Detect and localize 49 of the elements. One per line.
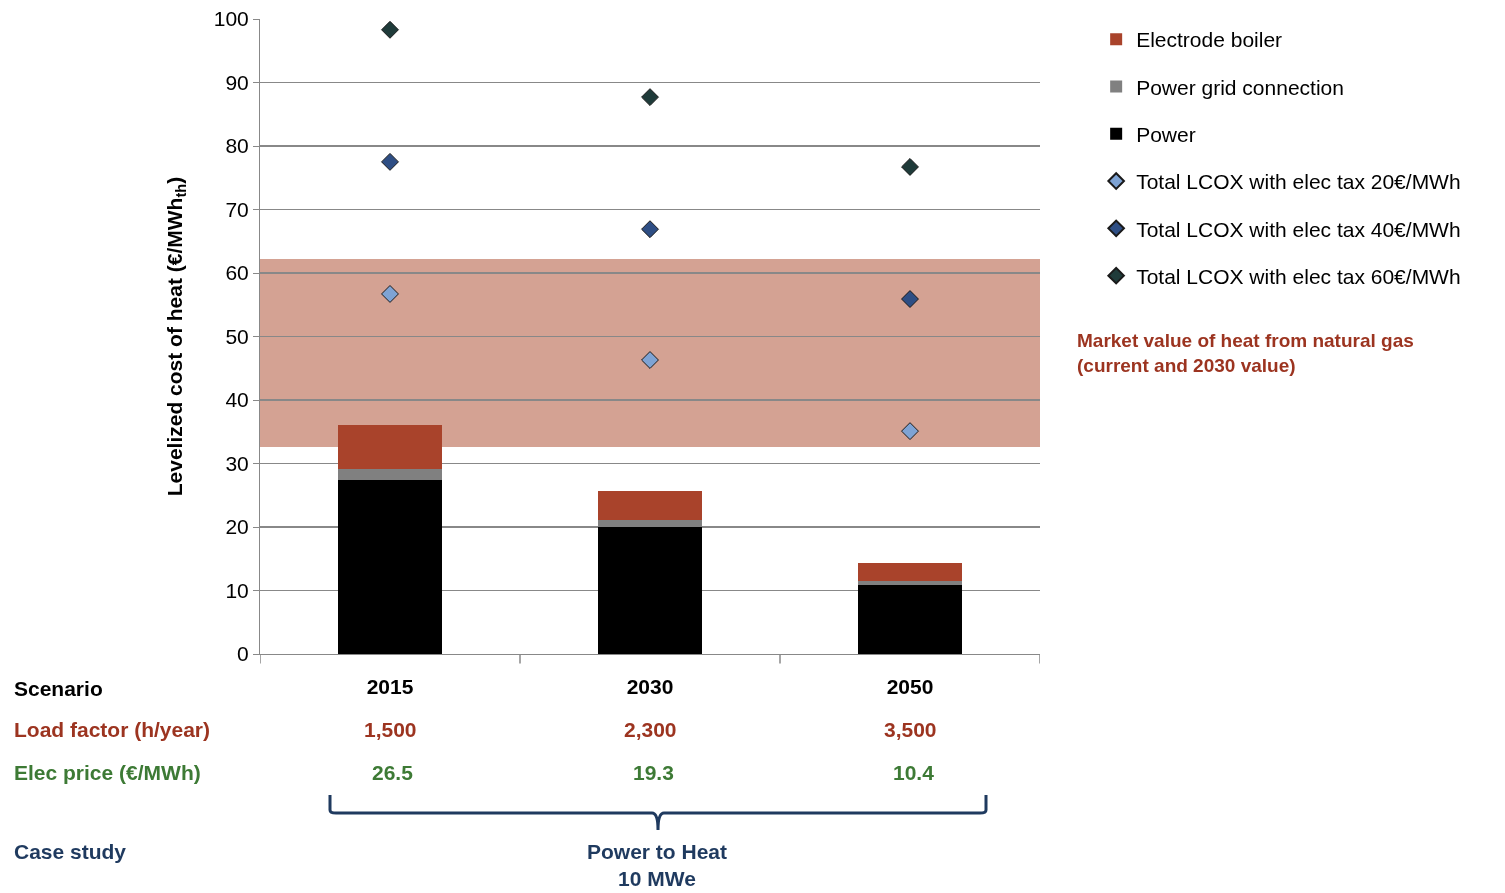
y-tick-label: 90 bbox=[225, 70, 249, 94]
text: Scenario bbox=[14, 677, 103, 700]
point bbox=[641, 351, 659, 369]
y-tick-label: 10 bbox=[225, 578, 249, 602]
bar bbox=[338, 424, 442, 470]
x-tick-label: 2050 bbox=[886, 675, 934, 699]
legend-label: Power grid connection bbox=[1136, 75, 1344, 99]
legend-label: Power bbox=[1136, 122, 1196, 146]
point bbox=[901, 290, 919, 308]
y-tick-label: 40 bbox=[225, 388, 249, 412]
y-tick-label: 80 bbox=[225, 134, 249, 158]
y-tick-label: 50 bbox=[225, 324, 249, 348]
point bbox=[641, 220, 659, 239]
text: 10.4 bbox=[893, 761, 935, 784]
bar bbox=[598, 490, 702, 521]
y-tick-label: 70 bbox=[225, 197, 249, 221]
text: 2,300 bbox=[624, 718, 677, 741]
bar bbox=[858, 563, 962, 581]
y-tick-label: 30 bbox=[225, 451, 249, 475]
y-tick-label: 0 bbox=[237, 642, 249, 666]
text: 19.3 bbox=[633, 761, 674, 784]
text: Load factor (h/year) bbox=[14, 718, 211, 741]
y-tick-label: 60 bbox=[225, 261, 249, 285]
legend-label: Total LCOX with elec tax 60€/MWh bbox=[1136, 264, 1461, 288]
text: 26.5 bbox=[372, 761, 414, 784]
legend-label: Electrode boiler bbox=[1136, 28, 1283, 52]
x-tick-label: 2015 bbox=[366, 675, 414, 699]
bar bbox=[598, 527, 702, 654]
point bbox=[901, 422, 919, 441]
bar bbox=[338, 469, 442, 481]
text: Case study bbox=[14, 840, 127, 863]
text: Power to Heat 10 MWe bbox=[587, 840, 728, 891]
text: 3,500 bbox=[884, 718, 937, 741]
point bbox=[381, 20, 399, 39]
bar bbox=[338, 480, 442, 654]
point bbox=[381, 285, 399, 303]
text: 1,500 bbox=[364, 718, 417, 741]
legend-label: Total LCOX with elec tax 20€/MWh bbox=[1136, 170, 1461, 194]
point bbox=[381, 152, 399, 171]
point bbox=[901, 158, 919, 176]
point bbox=[641, 88, 659, 107]
y-tick-label: 20 bbox=[225, 515, 249, 539]
y-tick-label: 100 bbox=[213, 7, 249, 31]
bar bbox=[858, 584, 962, 654]
x-tick-label: 2030 bbox=[626, 675, 674, 699]
bar bbox=[858, 580, 962, 585]
band-label: Market value of heat from natural gas (current and 2030 value) bbox=[1077, 330, 1414, 376]
legend-label: Total LCOX with elec tax 40€/MWh bbox=[1136, 217, 1461, 241]
text: Elec price (€/MWh) bbox=[14, 761, 201, 784]
